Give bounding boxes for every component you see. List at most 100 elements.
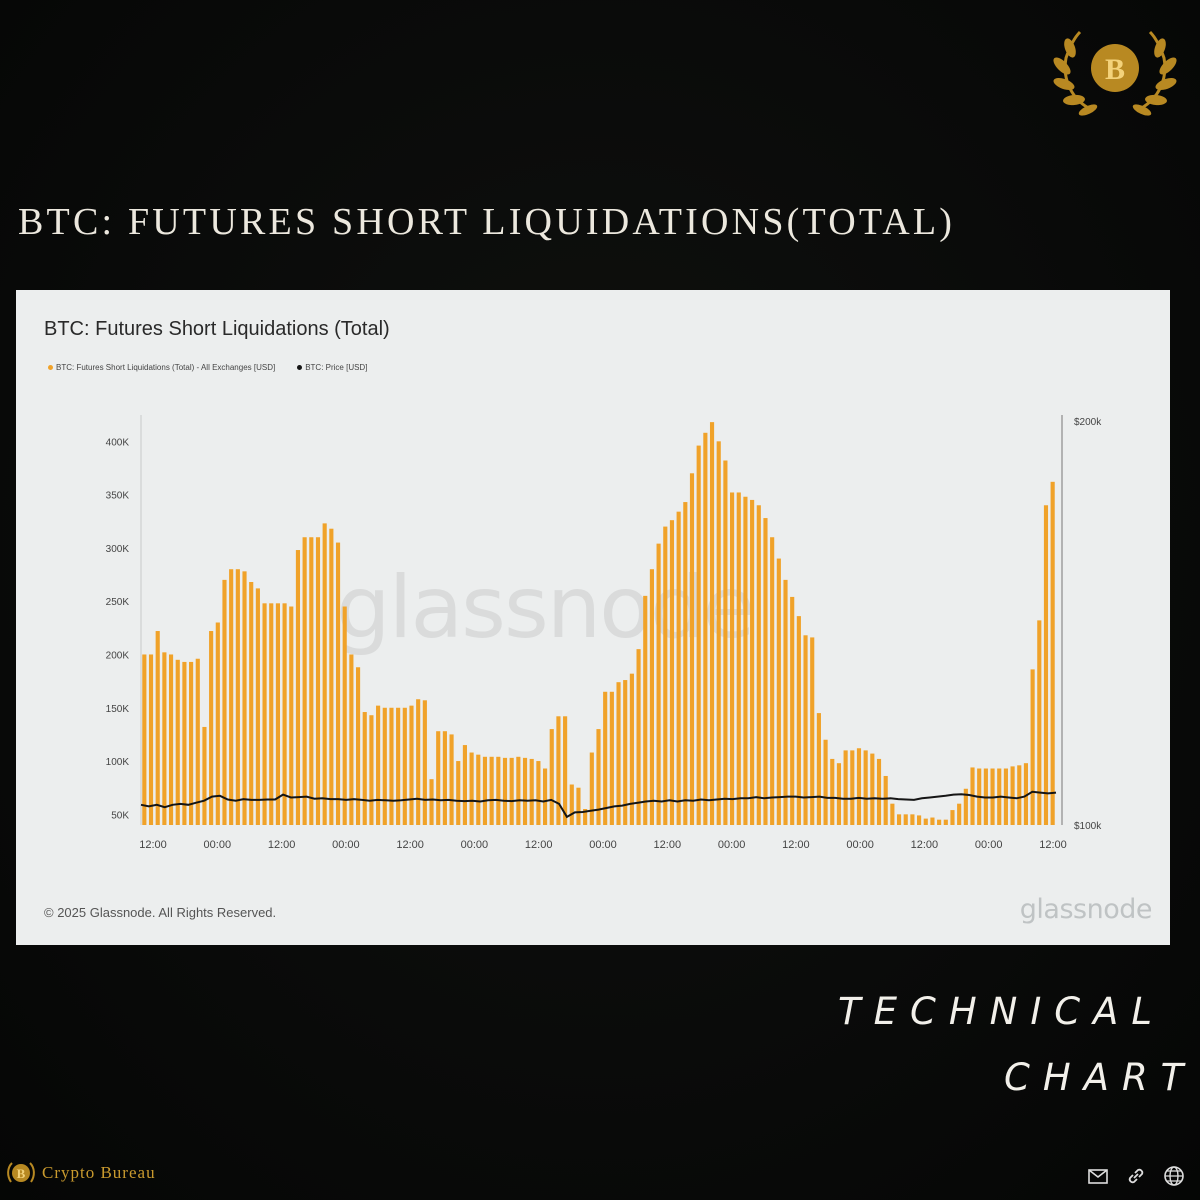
bar	[576, 787, 581, 825]
bar	[549, 729, 554, 825]
globe-icon[interactable]	[1162, 1164, 1186, 1188]
chart-panel: BTC: Futures Short Liquidations (Total) …	[16, 290, 1170, 945]
bar	[937, 819, 942, 825]
bar	[870, 753, 875, 825]
bar	[756, 505, 761, 825]
bar	[302, 537, 307, 825]
bar	[168, 654, 174, 825]
bar	[449, 734, 454, 825]
bar	[469, 752, 474, 825]
bar	[770, 537, 775, 825]
svg-text:B: B	[1105, 53, 1125, 86]
legend-dot-icon	[297, 365, 303, 370]
brand-name: Crypto Bureau	[42, 1163, 156, 1182]
bar	[148, 654, 154, 825]
bar	[810, 637, 815, 825]
bar	[730, 492, 735, 825]
x-tick-label: 12:00	[268, 839, 296, 851]
bar	[863, 750, 868, 825]
bar	[349, 654, 354, 825]
bar	[522, 757, 528, 825]
bar	[235, 569, 240, 825]
bar	[636, 649, 641, 825]
bar	[917, 815, 922, 825]
bar	[289, 606, 294, 825]
tagline-chart: CHART	[1004, 1056, 1197, 1099]
bar	[456, 761, 461, 825]
bar	[262, 603, 267, 825]
link-icon[interactable]	[1124, 1164, 1148, 1188]
y-tick-label: 200K	[106, 651, 130, 662]
bar	[402, 707, 407, 825]
y-tick-label: 100K	[106, 757, 130, 768]
y-tick-label: 150K	[106, 704, 130, 715]
bar	[242, 571, 247, 825]
y-right-tick-label: $200k	[1074, 417, 1102, 428]
bar	[209, 631, 214, 825]
price-series-line	[140, 790, 1057, 819]
bar	[703, 432, 708, 825]
bar	[222, 579, 227, 825]
bar	[396, 707, 401, 825]
y-tick-label: 250K	[106, 597, 130, 608]
bar	[389, 707, 394, 825]
bar	[843, 750, 848, 825]
bar	[556, 716, 561, 825]
bar	[1030, 669, 1035, 825]
bar	[482, 756, 488, 825]
copyright-text: © 2025 Glassnode. All Rights Reserved.	[44, 905, 277, 920]
bar	[509, 757, 514, 825]
y-tick-label: 300K	[106, 544, 130, 555]
bar	[696, 445, 701, 825]
bar	[716, 441, 721, 825]
bar	[850, 750, 855, 825]
bar	[876, 758, 882, 825]
bar	[342, 606, 347, 825]
chart-plot: 50K 100K 150K 200K 250K 300K 350K 400K $100k $200…	[106, 415, 1102, 851]
bar	[903, 814, 908, 825]
bar	[836, 763, 842, 825]
legend-item-liquidations: BTC: Futures Short Liquidations (Total) …	[48, 363, 275, 372]
bar	[683, 502, 688, 825]
bar	[823, 739, 828, 825]
bar	[409, 705, 414, 825]
bar	[155, 631, 160, 825]
bar	[275, 603, 280, 825]
y-tick-label: 400K	[106, 437, 130, 448]
x-tick-label: 12:00	[1039, 839, 1067, 851]
bitcoin-laurel-logo: B	[1053, 30, 1177, 116]
bar	[790, 596, 795, 825]
legend-label: BTC: Price [USD]	[305, 363, 368, 372]
bar	[1037, 620, 1042, 825]
bar	[536, 761, 541, 825]
bar	[162, 652, 167, 825]
bar	[436, 731, 441, 825]
bar	[816, 713, 821, 825]
bar	[689, 473, 695, 825]
footer-icons	[1086, 1164, 1186, 1188]
bar	[1043, 505, 1049, 825]
bar	[563, 716, 568, 825]
bar	[663, 526, 668, 825]
bar	[783, 579, 788, 825]
bar	[830, 758, 835, 825]
bar	[723, 460, 728, 825]
bar	[489, 756, 494, 825]
bar	[249, 582, 254, 825]
y-tick-label: 50K	[111, 810, 129, 821]
bar	[603, 691, 608, 825]
bar	[950, 810, 955, 825]
bar	[369, 715, 374, 825]
mail-icon[interactable]	[1086, 1164, 1110, 1188]
x-tick-label: 12:00	[525, 839, 553, 851]
bar	[229, 569, 234, 825]
bar	[502, 757, 508, 825]
bar	[609, 691, 614, 825]
x-tick-label: 00:00	[718, 839, 746, 851]
bar	[1010, 766, 1015, 825]
bar	[362, 712, 367, 825]
bar	[676, 511, 681, 825]
bar	[175, 659, 180, 825]
bar	[629, 673, 634, 825]
bar	[382, 707, 387, 825]
